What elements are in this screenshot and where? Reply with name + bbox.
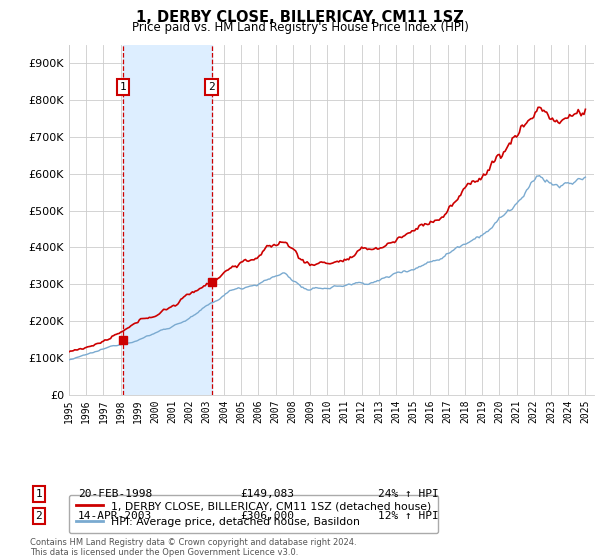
Text: 1: 1 [119, 82, 126, 92]
Text: £149,083: £149,083 [240, 489, 294, 499]
Text: 20-FEB-1998: 20-FEB-1998 [78, 489, 152, 499]
Text: 2: 2 [35, 511, 43, 521]
Legend: 1, DERBY CLOSE, BILLERICAY, CM11 1SZ (detached house), HPI: Average price, detac: 1, DERBY CLOSE, BILLERICAY, CM11 1SZ (de… [69, 494, 438, 533]
Bar [123, 45, 212, 395]
Text: 12% ↑ HPI: 12% ↑ HPI [378, 511, 439, 521]
Text: 2: 2 [208, 82, 215, 92]
Text: £306,000: £306,000 [240, 511, 294, 521]
Text: Contains HM Land Registry data © Crown copyright and database right 2024.
This d: Contains HM Land Registry data © Crown c… [30, 538, 356, 557]
Text: 24% ↑ HPI: 24% ↑ HPI [378, 489, 439, 499]
Text: 1: 1 [35, 489, 43, 499]
Text: Price paid vs. HM Land Registry's House Price Index (HPI): Price paid vs. HM Land Registry's House … [131, 21, 469, 34]
Text: 14-APR-2003: 14-APR-2003 [78, 511, 152, 521]
Text: 1, DERBY CLOSE, BILLERICAY, CM11 1SZ: 1, DERBY CLOSE, BILLERICAY, CM11 1SZ [136, 10, 464, 25]
